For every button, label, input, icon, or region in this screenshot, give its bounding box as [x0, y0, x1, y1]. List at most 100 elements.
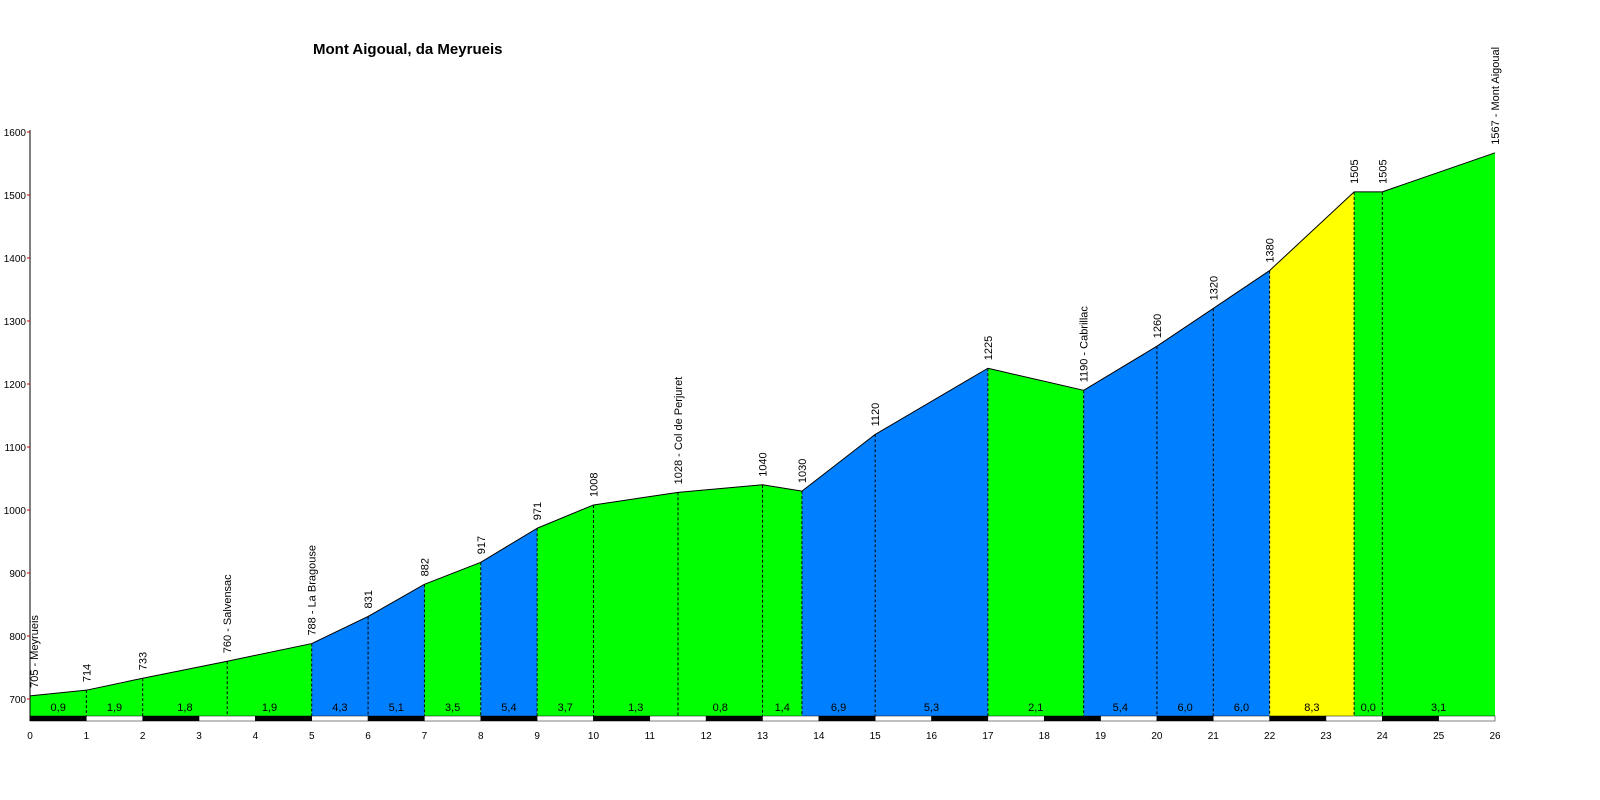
gradient-label: 4,3	[332, 702, 347, 714]
profile-line	[536, 504, 594, 529]
x-tick-label: 16	[926, 731, 938, 742]
distance-bar-segment	[255, 715, 312, 722]
x-tick-label: 22	[1264, 731, 1276, 742]
y-tick-label: 700	[9, 695, 26, 706]
elevation-label: 714	[81, 664, 93, 682]
x-tick-label: 4	[253, 731, 259, 742]
x-tick-label: 18	[1039, 731, 1051, 742]
profile-segment	[875, 368, 988, 716]
distance-bar-segment	[1269, 715, 1327, 722]
distance-bar-segment	[705, 715, 763, 722]
gradient-label: 8,3	[1304, 702, 1319, 714]
profile-line	[367, 583, 425, 617]
elevation-label: 917	[476, 536, 488, 554]
gradient-label: 3,7	[558, 702, 573, 714]
profile-segment	[801, 434, 876, 716]
x-tick-label: 5	[309, 731, 315, 742]
x-tick-label: 19	[1095, 731, 1107, 742]
point-labels: 0,9 1,9 1,8 1,9 4,3 5,1 3,5 5,4 3,7 1,3 0,8 1,4 6,9 5…	[29, 47, 1502, 714]
profile-segment	[987, 368, 1084, 716]
profile-line	[1382, 152, 1496, 193]
x-tick-label: 14	[813, 731, 825, 742]
profile-line	[1212, 270, 1270, 309]
elevation-label: 1505	[1377, 159, 1389, 183]
elevation-label: 1567 - Mont Aigoual	[1490, 47, 1502, 145]
distance-bar-segment	[593, 715, 651, 722]
x-tick-label: 6	[365, 731, 371, 742]
gradient-label: 1,9	[107, 702, 122, 714]
profile-segment	[480, 528, 538, 716]
elevation-label: 788 - La Bragouse	[307, 545, 319, 636]
gradient-label: 3,5	[445, 702, 460, 714]
elevation-label: 1028 - Col de Perjuret	[673, 377, 685, 485]
profile-segments	[30, 152, 1495, 717]
elevation-label: 1225	[983, 336, 995, 360]
distance-bar-segment	[987, 715, 1045, 722]
gradient-label: 6,0	[1234, 702, 1249, 714]
distance-bar-segment	[480, 715, 538, 722]
profile-line	[593, 491, 679, 506]
profile-line	[29, 689, 87, 697]
elevation-label: 705 - Meyrueis	[29, 615, 41, 688]
gradient-label: 5,1	[389, 702, 404, 714]
profile-segment	[593, 492, 678, 716]
profile-segment	[1354, 191, 1383, 717]
elevation-label: 1505	[1349, 159, 1361, 183]
elevation-label: 831	[363, 590, 375, 608]
profile-line	[762, 484, 803, 492]
profile-segment	[368, 584, 425, 716]
gradient-label: 1,4	[775, 702, 790, 714]
profile-line	[1083, 345, 1158, 391]
elevation-label: 971	[532, 502, 544, 520]
gradient-label: 1,8	[177, 702, 192, 714]
profile-line	[86, 677, 143, 691]
y-tick-label: 1400	[4, 254, 27, 265]
y-tick-label: 900	[9, 569, 26, 580]
distance-bar-segment	[1438, 715, 1496, 722]
profile-segment	[1382, 152, 1495, 717]
profile-line	[801, 434, 876, 492]
x-tick-label: 11	[645, 731, 656, 742]
distance-bar-segment	[1100, 715, 1158, 722]
gradient-label: 3,1	[1431, 702, 1446, 714]
distance-bar-segment	[198, 715, 256, 722]
profile-line	[677, 484, 763, 493]
distance-bar-segment	[649, 715, 707, 722]
elevation-label: 882	[419, 558, 431, 576]
x-tick-label: 17	[982, 731, 994, 742]
gradient-label: 6,9	[831, 702, 846, 714]
elevation-label: 1008	[588, 472, 600, 496]
distance-bar-segment	[142, 715, 200, 722]
distance-bar-segment	[424, 715, 482, 722]
profile-line	[142, 660, 228, 679]
gradient-label: 5,3	[924, 702, 939, 714]
x-tick-label: 1	[84, 731, 90, 742]
gradient-label: 1,9	[262, 702, 277, 714]
elevation-label: 1190 - Cabrillac	[1079, 306, 1091, 383]
distance-bar-segment	[536, 715, 594, 722]
profile-segment	[677, 484, 763, 716]
profile-line	[1156, 307, 1214, 347]
distance-bar-segment	[29, 715, 87, 722]
x-tick-label: 20	[1151, 731, 1163, 742]
profile-segment	[311, 616, 369, 716]
x-tick-label: 3	[196, 731, 202, 742]
x-tick-label: 26	[1489, 731, 1501, 742]
divider-lines	[29, 152, 1496, 716]
profile-line	[227, 643, 312, 662]
profile-segment	[1083, 346, 1157, 716]
gradient-label: 1,3	[628, 702, 643, 714]
elevation-label: 1320	[1208, 276, 1220, 300]
gradient-label: 0,0	[1361, 702, 1376, 714]
y-tick-label: 1000	[4, 506, 27, 517]
x-tick-label: 9	[534, 731, 540, 742]
profile-segment	[30, 690, 87, 716]
distance-bar-segment	[874, 715, 932, 722]
distance-bar-segment	[818, 715, 876, 722]
x-tick-label: 13	[757, 731, 769, 742]
profile-line	[311, 616, 369, 645]
profile-segment	[762, 484, 802, 716]
x-tick-label: 25	[1433, 731, 1445, 742]
